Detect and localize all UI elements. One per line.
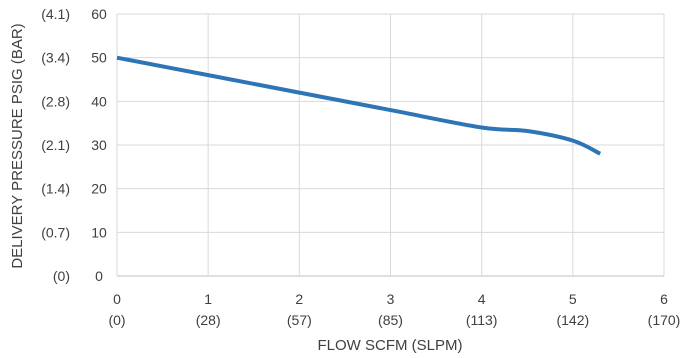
x-tick-slpm-label: (28) bbox=[196, 312, 221, 328]
y-tick-bar-label: (3.4) bbox=[41, 50, 70, 66]
y-tick-psig-label: 10 bbox=[91, 224, 107, 240]
series-layer bbox=[116, 55, 602, 156]
y-axis-title: DELIVERY PRESSURE PSIG (BAR) bbox=[9, 23, 26, 268]
x-tick-scfm-label: 2 bbox=[295, 291, 303, 307]
x-tick-slpm-label: (57) bbox=[287, 312, 312, 328]
y-axis-ticks: (0) 0 (0.7) 10 (1.4) 20 (2.1) 30 (2.8) 40 (3.4) 50 (… bbox=[41, 6, 107, 284]
x-tick-scfm-label: 6 bbox=[660, 291, 668, 307]
y-tick-bar-label: (0) bbox=[53, 268, 70, 284]
y-tick-bar-label: (2.8) bbox=[41, 93, 70, 109]
y-tick-psig-label: 20 bbox=[91, 181, 107, 197]
x-tick-slpm-label: (0) bbox=[108, 312, 125, 328]
x-tick-slpm-label: (142) bbox=[556, 312, 589, 328]
x-tick-scfm-label: 5 bbox=[569, 291, 577, 307]
y-tick-bar-label: (1.4) bbox=[41, 181, 70, 197]
y-tick-bar-label: (0.7) bbox=[41, 224, 70, 240]
x-axis-ticks: 0 (0) 1 (28) 2 (57) 3 (85) 4 (113) 5 (142) 6 (170) bbox=[108, 291, 680, 328]
x-tick-slpm-label: (170) bbox=[648, 312, 681, 328]
x-tick-scfm-label: 3 bbox=[387, 291, 395, 307]
x-tick-slpm-label: (85) bbox=[378, 312, 403, 328]
y-tick-bar-label: (2.1) bbox=[41, 137, 70, 153]
x-tick-scfm-label: 0 bbox=[113, 291, 121, 307]
x-tick-scfm-label: 4 bbox=[478, 291, 486, 307]
x-tick-scfm-label: 1 bbox=[204, 291, 212, 307]
x-tick-slpm-label: (113) bbox=[466, 312, 498, 328]
y-tick-bar-label: (4.1) bbox=[41, 6, 70, 22]
y-tick-psig-label: 50 bbox=[91, 50, 107, 66]
y-tick-psig-label: 0 bbox=[95, 268, 103, 284]
x-axis-title: FLOW SCFM (SLPM) bbox=[318, 337, 463, 354]
y-tick-psig-label: 60 bbox=[91, 6, 107, 22]
series-line-0 bbox=[116, 55, 602, 156]
grid bbox=[116, 13, 665, 277]
y-tick-psig-label: 40 bbox=[91, 93, 107, 109]
y-tick-psig-label: 30 bbox=[91, 137, 107, 153]
